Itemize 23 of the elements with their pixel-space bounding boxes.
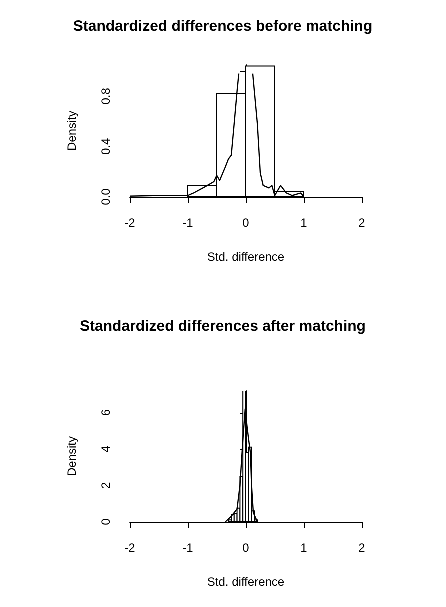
x-tick-label: 0	[242, 541, 250, 555]
chart-title: Standardized differences before matching	[73, 18, 373, 35]
y-axis-title: Density	[65, 110, 79, 152]
x-tick-label: 1	[300, 541, 308, 555]
x-tick-label: 1	[300, 216, 308, 230]
y-tick-label: 6	[99, 409, 113, 416]
y-tick-label: 0.4	[99, 138, 113, 156]
chart-title: Standardized differences after matching	[80, 318, 366, 335]
x-axis-title: Std. difference	[207, 575, 285, 589]
x-tick-label: 0	[242, 216, 250, 230]
x-tick-label: -2	[124, 216, 136, 230]
x-tick-label: 2	[358, 541, 366, 555]
y-tick-label: 0.8	[99, 88, 113, 105]
y-tick-label: 2	[99, 482, 113, 489]
y-axis-title: Density	[65, 436, 79, 477]
x-axis-title: Std. difference	[207, 250, 285, 264]
y-tick-label: 4	[99, 446, 113, 453]
x-tick-label: -2	[124, 541, 136, 555]
x-tick-label: -1	[182, 541, 194, 555]
y-tick-label: 0	[99, 518, 113, 526]
x-tick-label: -1	[182, 216, 194, 230]
x-tick-label: 2	[358, 216, 366, 230]
y-tick-label: 0.0	[99, 188, 113, 206]
